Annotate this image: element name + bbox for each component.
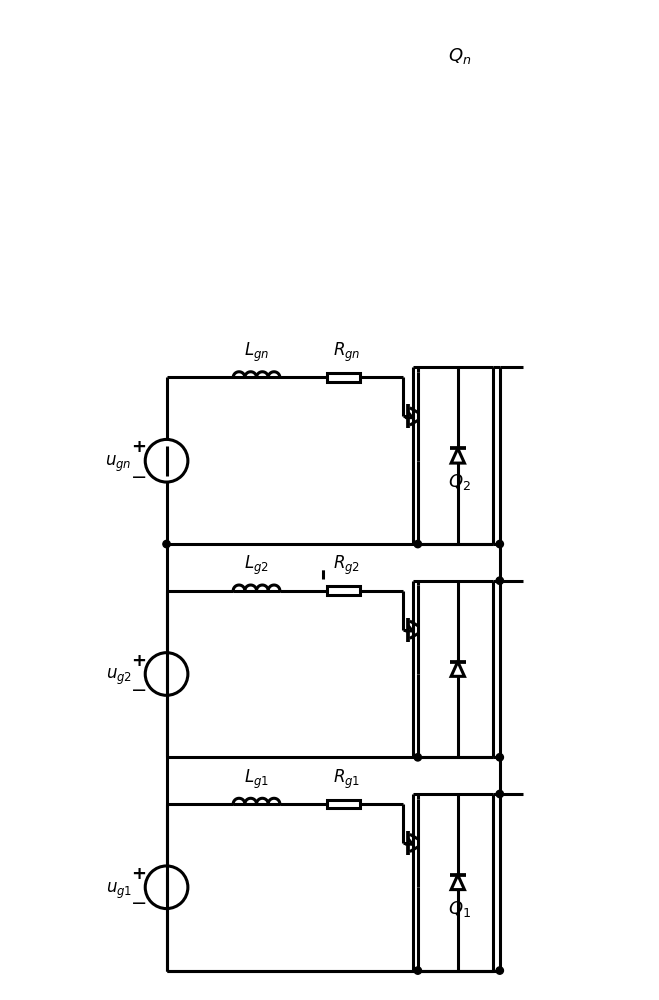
Circle shape (414, 754, 422, 761)
Circle shape (414, 967, 422, 974)
Text: $-$: $-$ (130, 679, 147, 698)
Circle shape (496, 540, 503, 548)
Circle shape (496, 790, 503, 798)
Text: $u_{gn}$: $u_{gn}$ (105, 454, 132, 474)
Text: $u_{g1}$: $u_{g1}$ (105, 880, 132, 901)
Text: $Q_{n}$: $Q_{n}$ (448, 46, 471, 66)
Bar (326, 800, 360, 808)
Text: $Q_{1}$: $Q_{1}$ (448, 899, 471, 919)
Text: $L_{g1}$: $L_{g1}$ (244, 767, 269, 791)
Bar (326, 586, 360, 595)
Circle shape (496, 754, 503, 761)
Text: $u_{g2}$: $u_{g2}$ (105, 667, 132, 687)
Text: $R_{g1}$: $R_{g1}$ (333, 767, 360, 791)
Circle shape (414, 540, 422, 548)
Text: $L_{g2}$: $L_{g2}$ (244, 554, 269, 577)
Text: $R_{gn}$: $R_{gn}$ (333, 341, 360, 364)
Text: $R_{g2}$: $R_{g2}$ (333, 554, 360, 577)
Text: $L_{gn}$: $L_{gn}$ (244, 341, 269, 364)
Text: $Q_{2}$: $Q_{2}$ (448, 472, 471, 492)
Bar (326, 373, 360, 382)
Text: $-$: $-$ (130, 892, 147, 911)
Text: +: + (131, 865, 146, 883)
Circle shape (496, 967, 503, 974)
Text: +: + (131, 652, 146, 670)
Circle shape (163, 540, 170, 548)
Text: $-$: $-$ (130, 466, 147, 485)
Text: +: + (131, 438, 146, 456)
Circle shape (496, 577, 503, 584)
